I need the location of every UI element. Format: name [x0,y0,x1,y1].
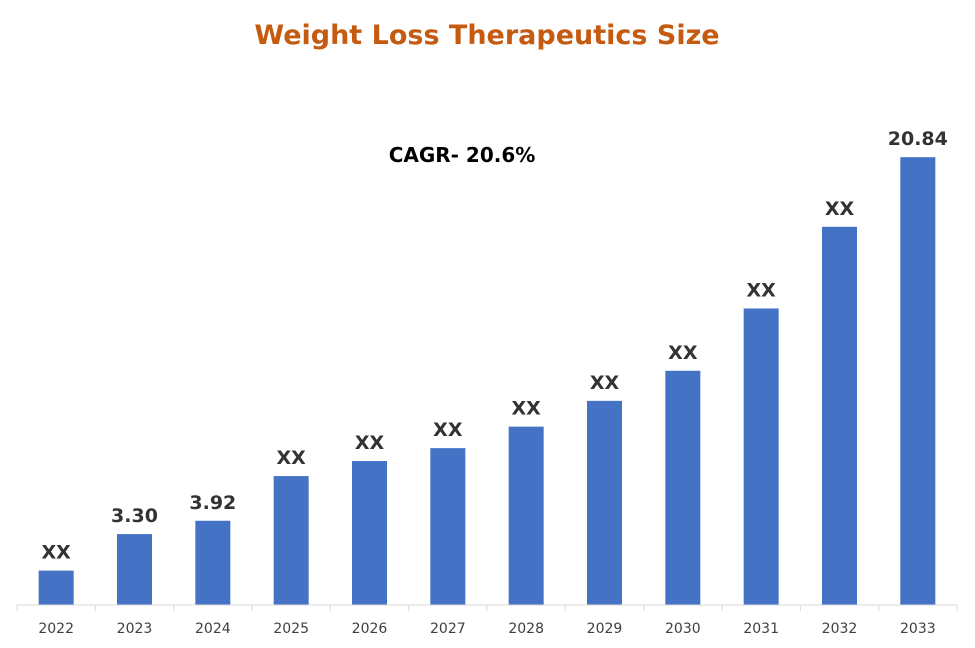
bar-2022 [38,570,74,605]
tick-label-2027: 2027 [430,621,466,637]
tick-label-2022: 2022 [38,621,74,637]
bar-2030 [665,370,701,605]
bar-2025 [273,476,309,605]
tick-label-2032: 2032 [822,621,858,637]
data-label-2032: XX [825,198,855,220]
chart-title: Weight Loss Therapeutics Size [254,20,719,51]
tick-label-2030: 2030 [665,621,701,637]
data-label-2028: XX [512,398,542,420]
x-axis-ticks [16,605,958,611]
data-label-2022: XX [42,542,72,564]
cagr-annotation: CAGR- 20.6% [389,143,536,167]
bar-2026 [352,461,387,605]
data-labels-group: XX 3.30 3.92 XX XX XX XX XX XX XX XX 20.84 [42,128,948,563]
x-axis-tick-labels: 2022 2023 2024 2025 2026 2027 2028 2029 2030 2031… [38,621,935,637]
bar-2027 [430,448,466,605]
tick-label-2031: 2031 [743,621,779,637]
data-label-2024: 3.92 [189,492,236,514]
bar-2028 [508,426,544,605]
data-label-2027: XX [433,419,463,441]
data-label-2025: XX [277,447,307,469]
tick-label-2025: 2025 [273,621,309,637]
data-label-2030: XX [668,342,698,364]
data-label-2033: 20.84 [888,128,948,150]
data-label-2029: XX [590,372,620,394]
data-label-2026: XX [355,432,385,454]
bar-2023 [117,534,152,605]
bars-group [38,157,936,606]
tick-label-2026: 2026 [352,621,388,637]
bar-2031 [743,308,779,605]
bar-2033 [900,157,936,606]
data-label-2023: 3.30 [111,505,158,527]
bar-2032 [822,226,857,605]
tick-label-2028: 2028 [508,621,544,637]
tick-label-2023: 2023 [117,621,153,637]
tick-label-2029: 2029 [587,621,623,637]
bar-2024 [195,520,231,605]
tick-label-2033: 2033 [900,621,936,637]
bar-2029 [587,400,622,605]
tick-label-2024: 2024 [195,621,231,637]
data-label-2031: XX [747,279,777,301]
